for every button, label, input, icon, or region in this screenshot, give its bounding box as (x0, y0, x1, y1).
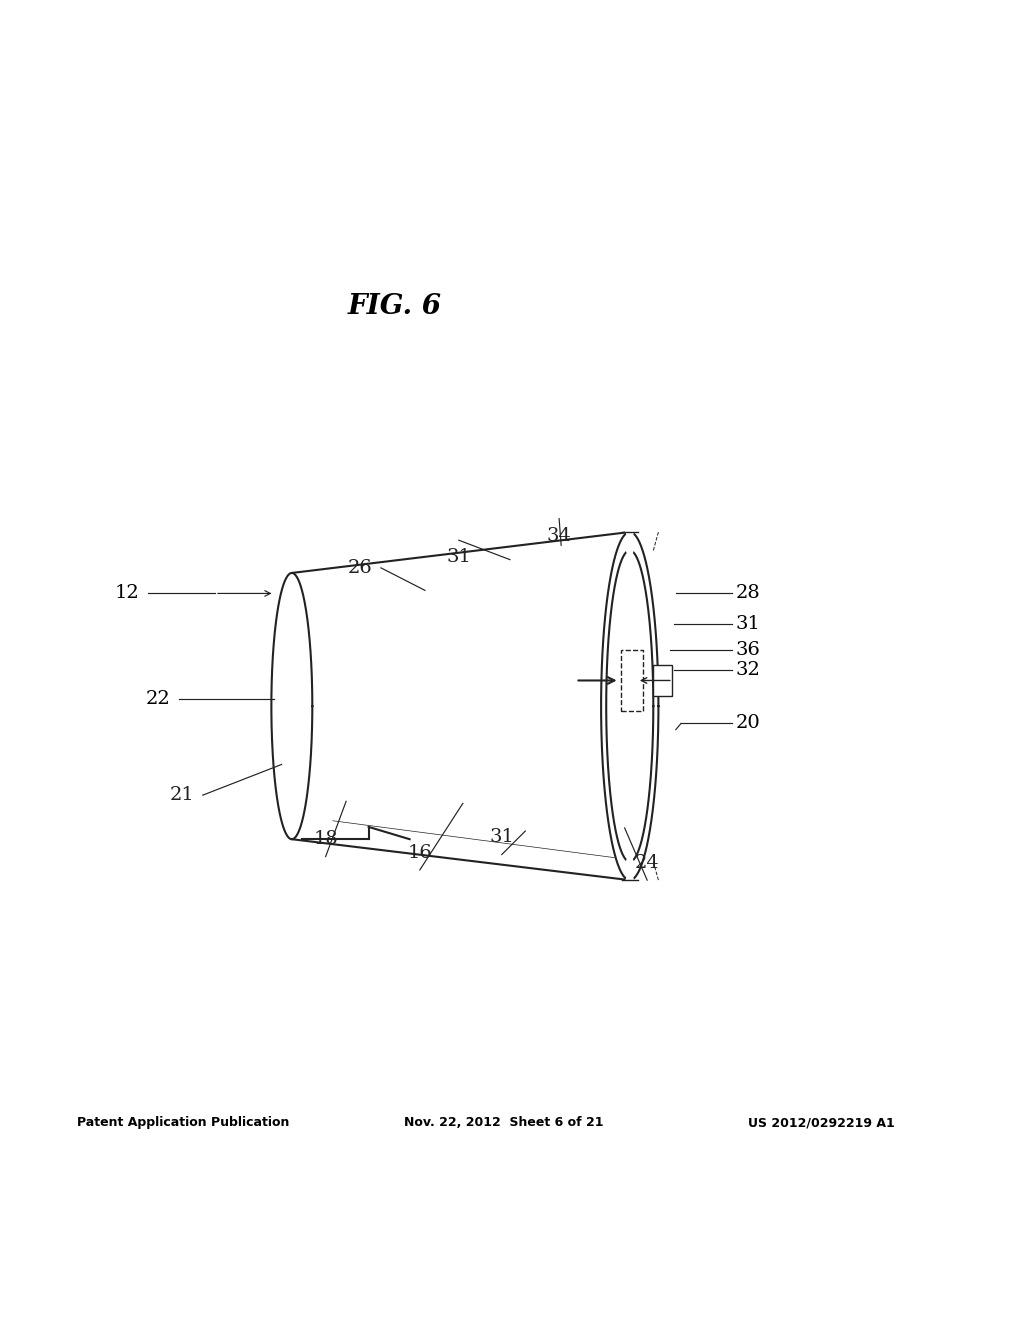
Text: US 2012/0292219 A1: US 2012/0292219 A1 (748, 1117, 894, 1130)
Text: Nov. 22, 2012  Sheet 6 of 21: Nov. 22, 2012 Sheet 6 of 21 (404, 1117, 604, 1130)
Text: 36: 36 (735, 640, 760, 659)
Text: 12: 12 (115, 585, 139, 602)
Text: 26: 26 (348, 558, 373, 577)
Text: 28: 28 (735, 585, 760, 602)
Bar (621, 649, 643, 711)
Text: 34: 34 (547, 527, 571, 545)
Text: 21: 21 (170, 787, 195, 804)
Text: 20: 20 (735, 714, 760, 733)
Text: 31: 31 (489, 829, 514, 846)
Text: 31: 31 (446, 548, 471, 566)
Text: Patent Application Publication: Patent Application Publication (77, 1117, 289, 1130)
Text: 16: 16 (408, 843, 432, 862)
Text: 32: 32 (735, 661, 760, 680)
Text: 24: 24 (635, 854, 659, 873)
Bar (653, 665, 672, 696)
Text: FIG. 6: FIG. 6 (347, 293, 441, 321)
Text: 18: 18 (313, 830, 338, 849)
Text: 31: 31 (735, 615, 760, 634)
Text: 22: 22 (145, 690, 170, 708)
